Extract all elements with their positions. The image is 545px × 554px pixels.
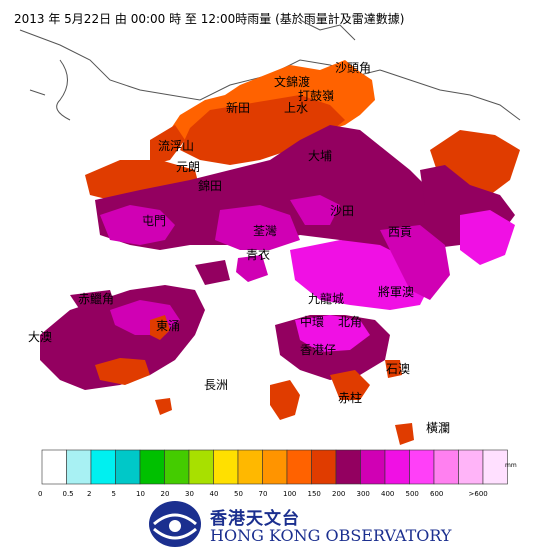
rain-zone-tsuen-wan-magenta [215, 205, 300, 250]
legend-swatch-3 [115, 449, 141, 485]
rain-zone-sai-kung-magenta [460, 210, 515, 265]
legend-swatch-6 [188, 449, 214, 485]
rain-zone-shatin-magenta [290, 195, 340, 225]
rain-zone-lantau-peak-orange [150, 315, 170, 340]
hko-name-chinese: 香港天文台 [210, 509, 300, 529]
rain-zone-lau-fau-shan [150, 125, 185, 165]
legend-swatch-16 [433, 449, 459, 485]
legend-swatch-9 [262, 449, 288, 485]
legend-swatch-18 [482, 449, 508, 485]
place-label-yuen-long: 元朗 [176, 160, 200, 174]
legend-tick-15: 500 [406, 490, 419, 498]
legend-swatch-14 [384, 449, 410, 485]
place-label-sheung-shui: 上水 [284, 101, 308, 115]
rain-zone-cheung-chau-orange [155, 398, 172, 415]
rain-zone-chek-lap-kok [70, 290, 115, 310]
place-label-waglan: 橫瀾 [426, 421, 450, 435]
legend-tick-1: 0.5 [63, 490, 74, 498]
place-label-tai-o: 大澳 [28, 330, 52, 344]
place-label-tung-chung: 東涌 [156, 319, 180, 333]
legend-unit: mm [505, 462, 517, 469]
legend-swatch-7 [213, 449, 239, 485]
legend-tick-9: 70 [259, 490, 268, 498]
rain-zone-lamma-orange [270, 380, 300, 420]
legend-swatches [41, 449, 508, 485]
shenzhen-coast-detail [29, 19, 356, 121]
place-label-shek-o: 石澳 [386, 362, 410, 376]
legend-swatch-8 [237, 449, 263, 485]
legend-swatch-12 [335, 449, 361, 485]
legend-tick-14: 400 [381, 490, 394, 498]
rain-zone-ma-wan [195, 260, 230, 285]
rain-zone-tap-mun-orange [395, 423, 414, 445]
place-label-stanley: 赤柱 [338, 390, 362, 405]
place-label-ta-kwu-ling: 打鼓嶺 [298, 89, 334, 103]
rain-zone-central-purple [95, 125, 480, 250]
legend-swatch-10 [286, 449, 312, 485]
legend-swatch-2 [90, 449, 116, 485]
place-label-san-tin: 新田 [226, 100, 250, 115]
legend-tick-2: 2 [87, 490, 91, 498]
legend-swatch-5 [164, 449, 190, 485]
rain-zone-shek-o-orange [385, 360, 402, 378]
legend-tick-17: >600 [469, 490, 488, 498]
legend-tick-7: 40 [210, 490, 219, 498]
legend-tick-16: 600 [430, 490, 443, 498]
legend-swatch-11 [311, 449, 337, 485]
rain-zone-tko-magenta [380, 225, 450, 300]
rain-zone-tuen-mun-magenta [100, 205, 175, 245]
legend-swatch-15 [409, 449, 435, 485]
place-label-chek-lap-kok: 赤鱲角 [78, 292, 114, 306]
map-title: 2013 年 5月22日 由 00:00 時 至 12:00時雨量 (基於雨量計… [14, 12, 405, 26]
place-label-sha-tin: 沙田 [330, 204, 354, 218]
legend-ticks: 0 0.5 2 5 10 20 30 40 50 70 100 150 200 300 400 500 600 >… [38, 490, 488, 498]
legend-tick-6: 30 [185, 490, 194, 498]
place-label-sha-tau-kok: 沙頭角 [335, 61, 371, 75]
place-label-tai-po: 大埔 [308, 149, 332, 163]
place-label-man-kam-to: 文錦渡 [274, 74, 310, 89]
rain-zone-lantau-south-orange [95, 358, 150, 385]
place-label-tseung-kwan-o: 將軍澳 [378, 284, 414, 299]
legend-tick-8: 50 [234, 490, 243, 498]
place-label-tuen-mun: 屯門 [142, 214, 166, 228]
hko-name-english: HONG KONG OBSERVATORY [210, 526, 452, 545]
legend-tick-12: 200 [332, 490, 345, 498]
rain-zone-hk-island-magenta [295, 315, 370, 352]
rain-zone-hk-south-orange [330, 370, 370, 400]
place-label-tsuen-wan: 荃灣 [253, 224, 277, 238]
place-label-aberdeen: 香港仔 [300, 343, 336, 357]
place-label-lau-fau-shan: 流浮山 [158, 139, 194, 153]
rain-zone-tsing-yi [236, 255, 268, 282]
legend-swatch-0 [41, 449, 67, 485]
legend-tick-5: 20 [161, 490, 170, 498]
place-label-sai-kung: 西貢 [388, 225, 412, 239]
legend-tick-4: 10 [136, 490, 145, 498]
legend-swatch-13 [360, 449, 386, 485]
legend-swatch-4 [139, 449, 165, 485]
place-label-north-point: 北角 [338, 315, 362, 329]
rain-zone-north-redorange [180, 95, 345, 165]
hko-emblem-icon [149, 501, 201, 547]
legend-tick-11: 150 [308, 490, 321, 498]
legend-tick-13: 300 [357, 490, 370, 498]
legend-swatch-17 [458, 449, 484, 485]
place-label-cheung-chau: 長洲 [204, 378, 228, 392]
legend-tick-3: 5 [112, 490, 116, 498]
place-label-kowloon-city: 九龍城 [308, 291, 344, 306]
hko-logo: 香港天文台 HONG KONG OBSERVATORY [146, 498, 452, 550]
place-label-central: 中環 [300, 314, 324, 329]
legend-swatch-1 [66, 449, 92, 485]
place-label-kam-tin: 錦田 [198, 178, 222, 193]
legend-tick-10: 100 [283, 490, 296, 498]
place-label-tsing-yi: 青衣 [246, 247, 270, 262]
legend-tick-0: 0 [38, 490, 42, 498]
